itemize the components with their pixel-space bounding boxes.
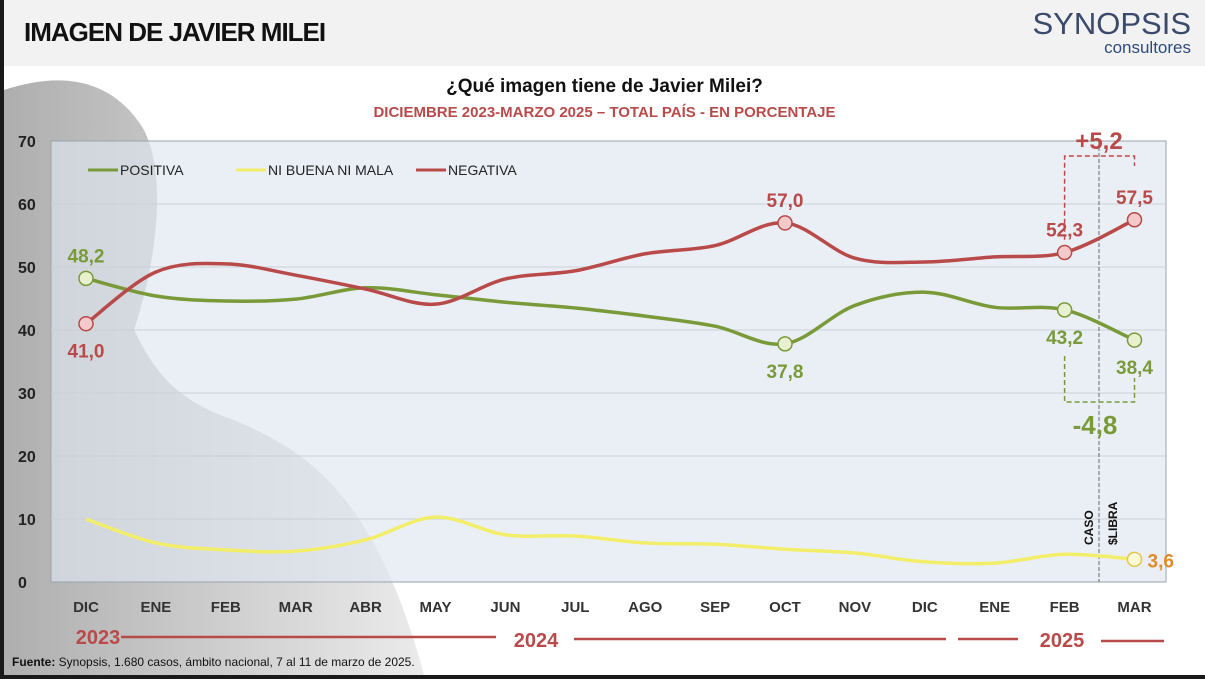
logo-subtitle: consultores: [1104, 38, 1191, 57]
data-label: 48,2: [68, 246, 105, 267]
chart-subtitle: DICIEMBRE 2023-MARZO 2025 – TOTAL PAÍS -…: [373, 104, 836, 121]
y-tick-label: 40: [18, 323, 36, 340]
legend-label: NEGATIVA: [448, 162, 517, 178]
event-label: $LIBRA: [1106, 501, 1120, 545]
x-tick-label: OCT: [769, 599, 801, 616]
y-tick-label: 60: [18, 197, 36, 214]
change-bracket: [1063, 356, 1136, 403]
series-line-negativa: [84, 218, 1136, 326]
x-tick-label: JUN: [490, 599, 520, 616]
x-tick-label: ENE: [979, 599, 1010, 616]
x-tick-label: DIC: [73, 599, 99, 616]
data-point: [777, 336, 793, 352]
x-tick-label: SEP: [700, 599, 730, 616]
series-line-positiva: [85, 276, 1136, 347]
source-label: Fuente:: [12, 655, 56, 669]
data-label: 37,8: [767, 362, 804, 383]
year-label: 2024: [514, 630, 559, 652]
y-tick-label: 50: [18, 260, 36, 277]
y-tick-label: 10: [18, 512, 36, 529]
negative-change-label: +5,2: [1075, 128, 1122, 155]
legend-label: NI BUENA NI MALA: [268, 162, 394, 178]
data-point: [777, 215, 793, 231]
y-tick-label: 70: [18, 134, 36, 151]
page-title: IMAGEN DE JAVIER MILEI: [24, 17, 326, 47]
data-label: 41,0: [68, 342, 105, 363]
x-tick-label: JUL: [561, 599, 589, 616]
data-label: 57,0: [767, 191, 804, 212]
y-tick-label: 0: [18, 575, 27, 592]
x-tick-label: MAR: [1117, 599, 1151, 616]
plot-area: [50, 140, 1167, 583]
logo: SYNOPSIS consultores: [1032, 6, 1192, 57]
data-label: 38,4: [1116, 358, 1153, 379]
source-note: Fuente: Synopsis, 1.680 casos, ámbito na…: [12, 655, 415, 669]
year-label: 2023: [76, 627, 121, 649]
x-tick-label: FEB: [1050, 599, 1080, 616]
data-point: [1056, 302, 1073, 318]
data-point: [1126, 332, 1143, 348]
y-tick-label: 20: [18, 449, 36, 466]
source-text: Synopsis, 1.680 casos, ámbito nacional, …: [55, 655, 415, 669]
data-point: [1126, 551, 1143, 568]
x-tick-label: ABR: [349, 599, 382, 616]
data-point: [78, 315, 94, 332]
legend-label: POSITIVA: [120, 162, 184, 178]
chart-title: ¿Qué imagen tiene de Javier Milei?: [446, 76, 763, 97]
series-line-ni-buena-ni-mala: [85, 515, 1135, 566]
x-tick-label: AGO: [628, 599, 663, 616]
y-tick-label: 30: [18, 386, 36, 403]
data-point: [1126, 212, 1143, 228]
change-bracket: [1063, 155, 1136, 240]
data-label: 43,2: [1046, 328, 1083, 349]
year-label: 2025: [1040, 630, 1085, 652]
x-tick-label: MAY: [420, 599, 452, 616]
data-label: 57,5: [1116, 188, 1153, 209]
x-tick-label: MAR: [279, 599, 313, 616]
data-point: [1056, 244, 1073, 261]
positive-change-label: -4,8: [1073, 410, 1118, 440]
data-point: [78, 270, 94, 287]
data-label: 3,6: [1148, 551, 1174, 572]
header: IMAGEN DE JAVIER MILEI SYNOPSIS consulto…: [4, 0, 1205, 66]
event-label: CASO: [1082, 510, 1096, 545]
x-tick-label: DIC: [912, 599, 938, 616]
x-tick-label: FEB: [211, 599, 241, 616]
logo-name: SYNOPSIS: [1032, 6, 1192, 41]
x-tick-label: ENE: [140, 599, 171, 616]
x-tick-label: NOV: [839, 599, 872, 616]
